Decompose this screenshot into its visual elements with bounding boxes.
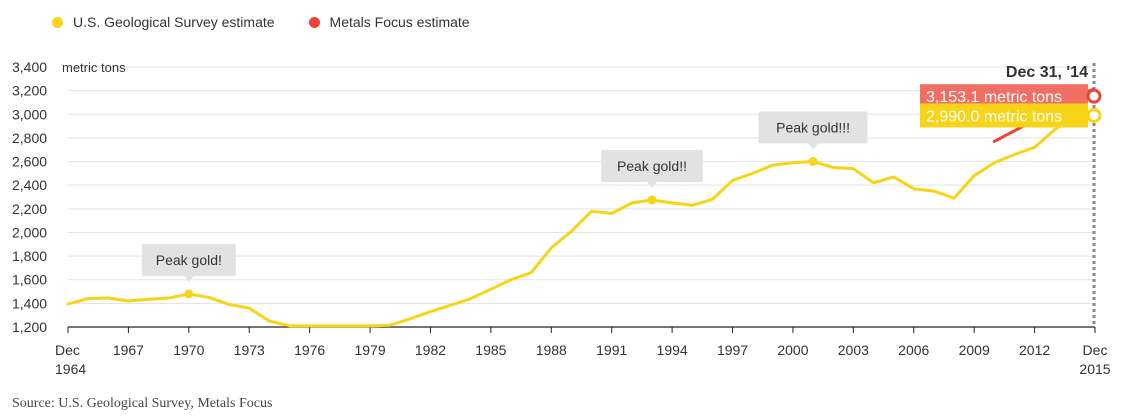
annotation-label: Peak gold!! [617,158,687,174]
x-tick-label: 1994 [657,342,688,358]
y-tick-label: 2,400 [12,177,47,193]
x-tick-label: Dec [55,342,80,358]
x-tick-label: 1985 [475,342,506,358]
marker-value-circle [1086,107,1102,123]
x-tick-label: 1976 [294,342,325,358]
x-tick-label: 2003 [838,342,869,358]
legend-item-usgs[interactable]: U.S. Geological Survey estimate [52,14,275,30]
annotation-label: Peak gold!!! [776,120,850,136]
y-tick-label: 2,200 [12,201,47,217]
annotation-pointer [646,181,657,188]
y-tick-label: 1,200 [12,319,47,335]
y-tick-label: 2,600 [12,154,47,170]
series-line-usgs [66,113,1077,328]
legend-label-metals-focus: Metals Focus estimate [329,14,470,30]
line-chart[interactable]: 1,200 1,400 1,600 1,800 2,000 2,200 2,400 2,600… [0,0,1122,394]
marker-date-label: Dec 31, '14 [1006,64,1088,81]
peak-point [647,195,657,205]
x-tick-sublabel-last: 2015 [1079,361,1110,377]
annotation-box [141,243,236,276]
x-tick-label: 1988 [536,342,567,358]
y-tick-label: 1,800 [12,248,47,264]
y-tick-label: 2,000 [12,224,47,240]
x-tick-label: Dec [1083,342,1108,358]
x-tick-label: 1997 [717,342,748,358]
annotation-box [758,111,868,144]
legend-dot-metals-focus [308,16,320,28]
y-tick-label: 3,000 [12,106,47,122]
annotation-pointer [808,143,819,150]
x-tick-label: 1979 [354,342,385,358]
legend-label-usgs: U.S. Geological Survey estimate [73,14,275,30]
x-tick-label: 1991 [596,342,627,358]
legend-item-metals-focus[interactable]: Metals Focus estimate [308,14,470,30]
x-tick-label: 1970 [173,342,204,358]
x-tick-label: 2009 [959,342,990,358]
x-tick-label: 1982 [415,342,446,358]
annotation-box [601,149,703,182]
marker-value-box [919,103,1088,128]
y-tick-label: 1,600 [12,272,47,288]
x-tick-label: 2000 [777,342,808,358]
y-tick-label: 3,400 [12,59,47,75]
annotation-label: Peak gold! [156,252,222,268]
y-tick-label: 3,200 [12,83,47,99]
y-tick-label: 2,800 [12,130,47,146]
x-tick-label: 2006 [898,342,929,358]
source-note: Source: U.S. Geological Survey, Metals F… [12,396,273,411]
x-tick-label: 1973 [234,342,265,358]
peak-point [808,157,818,167]
marker-value-label: 3,153.1 metric tons [926,89,1062,106]
y-unit-label: metric tons [62,60,126,75]
marker-value-label: 2,990.0 metric tons [926,108,1062,125]
legend-dot-usgs [52,16,63,28]
y-tick-label: 1,400 [12,295,47,311]
legend: U.S. Geological Survey estimate Metals F… [52,14,470,30]
peak-point [184,289,194,299]
marker-value-circle [1086,88,1102,104]
x-tick-sublabel-first: 1964 [55,361,86,377]
x-tick-label: 1967 [113,342,144,358]
annotation-pointer [183,275,194,282]
x-tick-label: 2012 [1019,342,1050,358]
